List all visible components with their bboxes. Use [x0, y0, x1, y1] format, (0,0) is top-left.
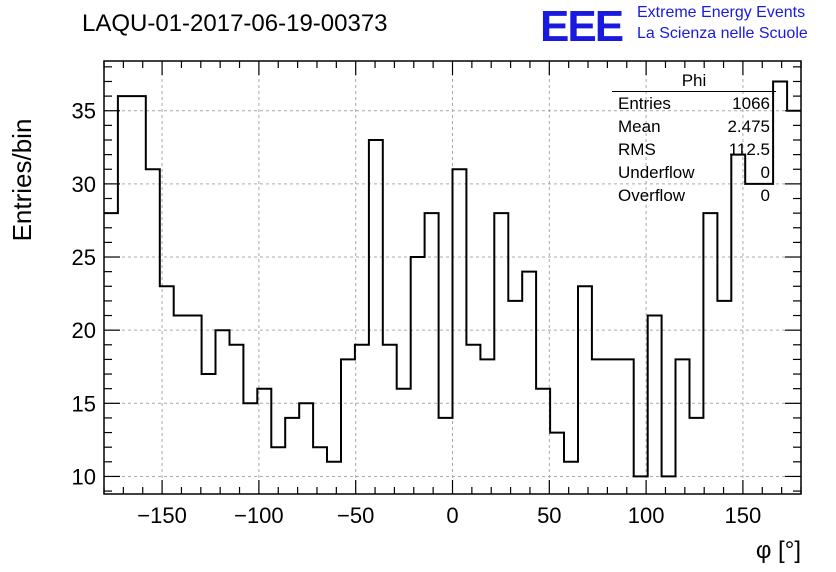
stats-label: Overflow	[618, 186, 686, 205]
stats-name: Phi	[612, 70, 776, 92]
logo-line-2: La Scienza nelle Scuole	[637, 25, 808, 42]
y-axis-label: Entries/bin	[7, 119, 37, 242]
stats-row-mean: Mean 2.475	[612, 115, 776, 138]
eee-logo: EEE	[540, 2, 624, 51]
x-tick-labels: −150 −100 −50 0 50 100 150	[137, 503, 761, 528]
logo-line-1: Extreme Energy Events	[637, 4, 806, 21]
stats-box: Phi Entries 1066 Mean 2.475 RMS 112.5 Under…	[612, 70, 776, 207]
stats-row-overflow: Overflow 0	[612, 184, 776, 207]
y-tick-label: 25	[72, 245, 96, 270]
stats-row-rms: RMS 112.5	[612, 138, 776, 161]
stats-value: 2.475	[727, 117, 770, 136]
y-tick-label: 30	[72, 172, 96, 197]
x-tick-label: 0	[446, 503, 458, 528]
x-axis-label: φ [°]	[756, 537, 801, 564]
x-tick-label: −100	[234, 503, 284, 528]
stats-value: 112.5	[728, 140, 770, 159]
stats-label: Underflow	[618, 163, 695, 182]
x-tick-label: 100	[628, 503, 665, 528]
stats-value: 0	[760, 186, 770, 205]
stats-row-entries: Entries 1066	[612, 92, 776, 115]
stats-value: 1066	[732, 94, 770, 113]
stats-row-underflow: Underflow 0	[612, 161, 776, 184]
chart-title: LAQU-01-2017-06-19-00373	[82, 10, 388, 37]
logo-text: Extreme Energy Events La Scienza nelle S…	[637, 2, 808, 44]
histogram-line	[104, 80, 801, 478]
x-tick-label: 50	[537, 503, 561, 528]
y-tick-label: 20	[72, 318, 96, 343]
y-tick-labels: 10 15 20 25 30 35	[72, 99, 96, 490]
axis-ticks	[103, 61, 802, 494]
y-tick-label: 15	[72, 391, 96, 416]
stats-value: 0	[760, 163, 770, 182]
y-tick-label: 35	[72, 99, 96, 124]
stats-label: Mean	[618, 117, 661, 136]
x-tick-label: −50	[337, 503, 374, 528]
x-tick-label: −150	[137, 503, 187, 528]
x-tick-label: 150	[725, 503, 762, 528]
y-tick-label: 10	[72, 464, 96, 489]
stats-label: Entries	[618, 94, 671, 113]
stats-label: RMS	[618, 140, 656, 159]
